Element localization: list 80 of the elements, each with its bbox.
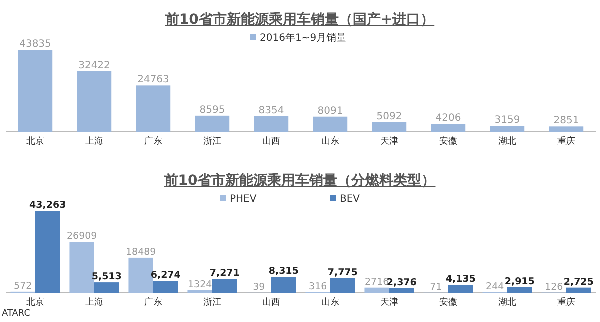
data-label: 43835 xyxy=(20,39,52,50)
data-label: 4206 xyxy=(436,113,462,124)
data-label: 24763 xyxy=(138,74,170,86)
data-label: 71 xyxy=(430,282,442,293)
bar xyxy=(94,282,120,293)
data-label: 18489 xyxy=(126,246,156,258)
bar xyxy=(254,116,289,132)
bar xyxy=(364,288,390,293)
x-tick-label: 重庆 xyxy=(558,297,576,308)
data-label: 3159 xyxy=(494,115,520,126)
x-tick-label: 山西 xyxy=(262,136,280,147)
data-label: 32422 xyxy=(78,60,110,72)
data-label: 1324 xyxy=(188,279,212,290)
bar xyxy=(195,116,230,132)
data-label: 2,725 xyxy=(564,276,594,288)
x-tick-label: 山东 xyxy=(322,297,340,308)
bar xyxy=(36,211,60,293)
bar xyxy=(566,288,592,293)
data-label: 2,376 xyxy=(386,277,418,288)
x-tick-label: 天津 xyxy=(380,297,398,308)
bar xyxy=(549,126,584,132)
data-label: 5092 xyxy=(376,111,402,122)
x-tick-label: 浙江 xyxy=(204,136,222,147)
x-tick-label: 湖北 xyxy=(498,136,516,147)
data-label: 8354 xyxy=(258,105,284,116)
bar xyxy=(128,258,154,293)
data-label: 43,263 xyxy=(30,200,66,211)
data-label: 2716 xyxy=(365,276,390,288)
data-label: 2,915 xyxy=(504,276,535,288)
data-label: 26909 xyxy=(66,230,98,242)
bar xyxy=(70,242,94,293)
bar xyxy=(431,124,466,132)
data-label: 244 xyxy=(486,282,504,293)
legend-label: 2016年1~9月销量 xyxy=(260,32,347,44)
data-label: 7,271 xyxy=(210,268,240,280)
bar xyxy=(77,71,112,132)
x-tick-label: 安徽 xyxy=(440,297,458,308)
x-tick-label: 北京 xyxy=(26,297,44,308)
bar xyxy=(136,86,171,132)
bar xyxy=(390,288,414,293)
data-label: 8,315 xyxy=(268,266,299,278)
legend-label: BEV xyxy=(340,194,360,205)
x-tick-label: 天津 xyxy=(380,136,398,147)
bar xyxy=(188,290,212,293)
data-label: 126 xyxy=(545,282,564,293)
legend-label: PHEV xyxy=(230,194,257,205)
bar xyxy=(18,50,53,132)
x-tick-label: 湖北 xyxy=(498,297,516,308)
chart-title: 前10省市新能源乘用车销量（国产+进口） xyxy=(164,11,435,28)
bar xyxy=(508,287,532,293)
data-label: 8595 xyxy=(200,104,226,116)
data-label: 39 xyxy=(253,282,266,293)
data-label: 6,274 xyxy=(150,270,182,282)
x-tick-label: 上海 xyxy=(86,136,104,147)
data-label: 4,135 xyxy=(446,274,476,286)
bar xyxy=(212,279,238,293)
bar xyxy=(313,116,348,132)
data-label: 316 xyxy=(309,281,328,292)
bar xyxy=(372,122,407,132)
data-label: 7,775 xyxy=(328,267,358,278)
bar xyxy=(448,285,474,293)
data-label: 572 xyxy=(14,280,32,292)
data-label: 2851 xyxy=(554,116,580,127)
x-tick-label: 广东 xyxy=(144,136,162,147)
x-tick-label: 安徽 xyxy=(440,136,458,147)
x-tick-label: 重庆 xyxy=(558,136,576,147)
bar xyxy=(154,281,178,293)
x-tick-label: 广东 xyxy=(144,297,162,308)
x-tick-label: 北京 xyxy=(26,136,44,147)
bar xyxy=(490,126,525,132)
chart-title: 前10省市新能源乘用车销量（分燃料类型） xyxy=(163,172,436,189)
bar xyxy=(272,277,296,293)
x-tick-label: 上海 xyxy=(86,297,104,308)
x-tick-label: 浙江 xyxy=(204,297,222,308)
data-label: 5,513 xyxy=(92,272,122,283)
text: ATARC xyxy=(2,309,31,319)
bar xyxy=(330,278,356,293)
x-tick-label: 山西 xyxy=(262,297,280,308)
data-label: 8091 xyxy=(318,106,344,117)
x-tick-label: 山东 xyxy=(322,136,340,147)
